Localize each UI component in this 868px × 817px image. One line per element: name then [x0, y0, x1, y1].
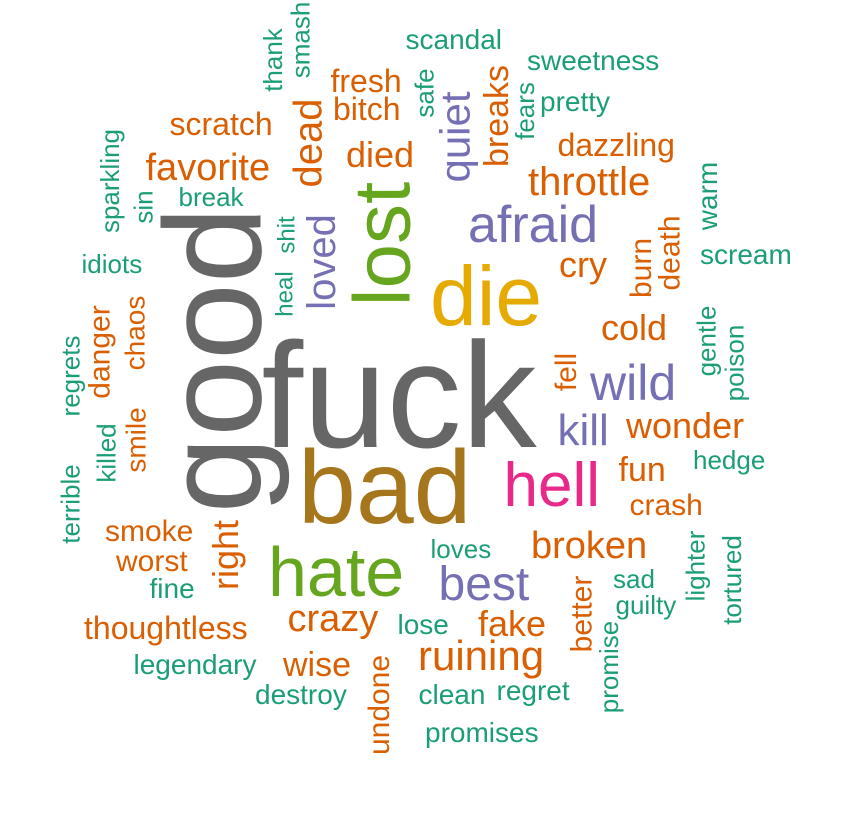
word-danger: danger	[83, 305, 117, 399]
word-safe: safe	[409, 68, 440, 118]
word-afraid: afraid	[468, 196, 599, 254]
word-bad: bad	[298, 430, 472, 546]
word-scandal: scandal	[405, 24, 503, 55]
word-fun: fun	[618, 451, 666, 489]
word-dazzling: dazzling	[557, 127, 675, 163]
word-cry: cry	[559, 244, 607, 285]
word-broken: broken	[531, 525, 648, 567]
word-burn: burn	[625, 237, 659, 299]
word-good: good	[136, 206, 290, 514]
word-die: die	[430, 249, 543, 343]
word-promise: promise	[594, 620, 625, 714]
word-fresh: fresh	[330, 63, 402, 99]
word-clean: clean	[418, 679, 486, 710]
word-ruining: ruining	[418, 632, 545, 679]
word-poison: poison	[718, 324, 749, 402]
word-heal: heal	[271, 271, 299, 317]
word-loves: loves	[430, 534, 492, 564]
word-died: died	[346, 134, 415, 175]
word-best: best	[438, 558, 530, 611]
word-killed: killed	[91, 423, 122, 483]
word-undone: undone	[363, 654, 397, 756]
word-promises: promises	[425, 717, 539, 748]
word-lose: lose	[397, 609, 449, 640]
word-guilty: guilty	[615, 590, 677, 620]
word-shit: shit	[273, 216, 301, 254]
word-wise: wise	[283, 646, 352, 684]
word-wonder: wonder	[626, 405, 745, 446]
word-worst: worst	[116, 545, 188, 578]
word-thoughtless: thoughtless	[84, 610, 248, 646]
word-pretty: pretty	[540, 86, 611, 117]
word-cold: cold	[601, 307, 668, 348]
word-favorite: favorite	[145, 147, 271, 189]
word-sin: sin	[128, 190, 159, 224]
word-kill: kill	[557, 406, 609, 455]
word-gentle: gentle	[690, 305, 721, 377]
word-terrible: terrible	[55, 464, 86, 544]
word-idiots: idiots	[81, 249, 143, 279]
word-fake: fake	[478, 603, 547, 644]
word-dead: dead	[285, 98, 330, 188]
word-smash: smash	[284, 1, 315, 79]
word-fears: fears	[509, 82, 540, 140]
word-lighter: lighter	[679, 530, 710, 602]
word-bitch: bitch	[333, 91, 401, 127]
word-chaos: chaos	[118, 295, 150, 371]
word-quiet: quiet	[431, 91, 479, 183]
word-sparkling: sparkling	[95, 128, 126, 234]
word-hell: hell	[503, 451, 601, 520]
word-smile: smile	[120, 407, 152, 473]
word-fine: fine	[149, 573, 195, 604]
word-scratch: scratch	[169, 106, 273, 142]
word-warm: warm	[692, 161, 724, 231]
word-sad: sad	[613, 564, 655, 594]
word-scream: scream	[700, 239, 792, 270]
word-wild: wild	[590, 355, 677, 411]
word-hedge: hedge	[693, 445, 766, 475]
word-regret: regret	[496, 675, 570, 706]
word-fell: fell	[550, 352, 584, 392]
word-death: death	[653, 215, 687, 291]
word-sweetness: sweetness	[527, 45, 660, 76]
word-smoke: smoke	[105, 515, 194, 548]
word-crash: crash	[629, 489, 703, 522]
word-destroy: destroy	[255, 679, 347, 710]
word-hate: hate	[268, 533, 405, 611]
word-lost: lost	[336, 181, 426, 307]
word-regrets: regrets	[54, 335, 85, 417]
word-tortured: tortured	[716, 535, 747, 625]
word-throttle: throttle	[528, 160, 651, 204]
word-right: right	[205, 519, 247, 591]
word-thank: thank	[257, 28, 288, 92]
word-better: better	[564, 575, 598, 653]
word-crazy: crazy	[287, 598, 379, 640]
word-break: break	[178, 182, 244, 212]
word-loved: loved	[299, 214, 344, 310]
word-fuck: fuck	[261, 311, 537, 479]
word-legendary: legendary	[133, 649, 257, 680]
